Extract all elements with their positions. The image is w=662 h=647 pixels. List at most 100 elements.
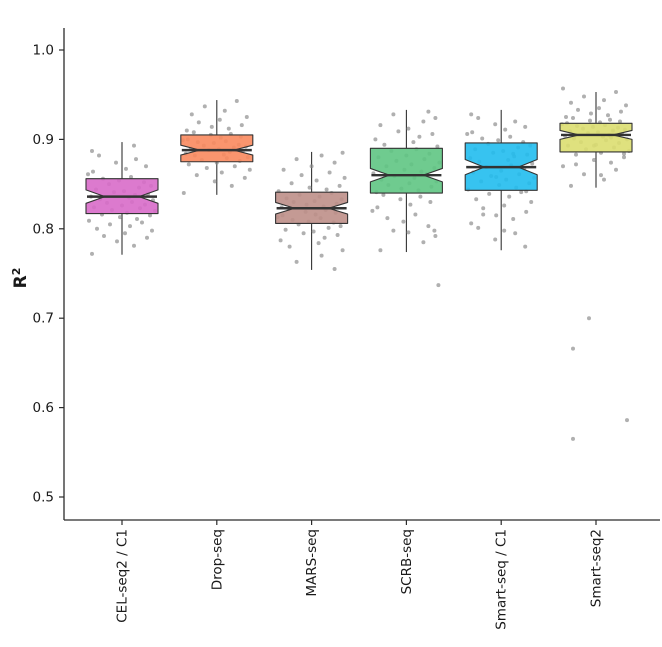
jitter-point xyxy=(307,185,312,190)
jitter-point xyxy=(319,153,324,158)
jitter-point xyxy=(523,244,528,249)
box-scrb-seq xyxy=(369,147,443,194)
jitter-point xyxy=(212,179,217,184)
jitter-point xyxy=(529,199,534,204)
jitter-point xyxy=(589,111,593,116)
jitter-point xyxy=(519,190,524,195)
jitter-point xyxy=(513,231,518,236)
jitter-point xyxy=(102,233,106,238)
jitter-point xyxy=(144,164,148,169)
jitter-point xyxy=(150,228,154,233)
jitter-point xyxy=(381,192,386,197)
jitter-point xyxy=(373,137,378,142)
jitter-point xyxy=(90,251,94,256)
jitter-point xyxy=(408,202,413,207)
jitter-point xyxy=(474,197,479,202)
jitter-point xyxy=(281,167,286,172)
jitter-point xyxy=(181,191,186,196)
jitter-point xyxy=(314,178,319,183)
jitter-point xyxy=(204,166,209,171)
jitter-point xyxy=(219,170,224,175)
jitter-point xyxy=(433,233,438,238)
jitter-point xyxy=(191,130,196,135)
jitter-point xyxy=(129,174,133,179)
jitter-point xyxy=(588,118,592,123)
jitter-point xyxy=(244,115,249,120)
jitter-point xyxy=(465,132,470,137)
jitter-point xyxy=(145,235,149,240)
jitter-point xyxy=(202,104,207,109)
jitter-point xyxy=(476,225,481,230)
jitter-point xyxy=(124,166,128,171)
jitter-point xyxy=(428,199,433,204)
jitter-point xyxy=(370,208,375,213)
x-tick-label: MARS-seq xyxy=(304,529,320,597)
jitter-point xyxy=(433,115,438,120)
jitter-point xyxy=(493,122,498,127)
jitter-point xyxy=(217,117,222,122)
jitter-point xyxy=(322,235,327,240)
jitter-point xyxy=(624,103,628,108)
jitter-point xyxy=(599,173,603,178)
jitter-point xyxy=(561,164,565,169)
jitter-point xyxy=(301,231,306,236)
jitter-point xyxy=(132,243,136,248)
jitter-point xyxy=(311,229,316,234)
jitter-point xyxy=(234,98,239,103)
jitter-point xyxy=(128,224,132,229)
jitter-point xyxy=(148,213,152,218)
jitter-point xyxy=(91,169,95,174)
jitter-point xyxy=(140,220,144,225)
jitter-point xyxy=(411,140,416,145)
jitter-point xyxy=(436,283,441,288)
jitter-point xyxy=(513,119,518,124)
jitter-point xyxy=(494,213,499,218)
jitter-point xyxy=(378,123,383,128)
jitter-point xyxy=(294,259,299,264)
jitter-point xyxy=(469,112,474,117)
jitter-point xyxy=(398,197,403,202)
y-tick-label: 0.5 xyxy=(33,490,54,506)
jitter-point xyxy=(332,267,337,272)
jitter-point xyxy=(574,162,578,167)
jitter-point xyxy=(576,107,580,112)
y-tick-label: 0.8 xyxy=(33,221,54,237)
jitter-point xyxy=(189,112,194,117)
jitter-point xyxy=(247,167,252,172)
jitter-point xyxy=(319,253,324,258)
jitter-point xyxy=(114,160,118,165)
jitter-point xyxy=(481,212,486,217)
jitter-point xyxy=(86,172,90,177)
jitter-point xyxy=(391,228,396,233)
jitter-point xyxy=(118,215,122,220)
jitter-point xyxy=(507,194,512,199)
jitter-point xyxy=(226,126,231,131)
jitter-point xyxy=(503,127,508,132)
jitter-point xyxy=(571,436,575,441)
jitter-point xyxy=(278,238,283,243)
jitter-point xyxy=(587,316,591,321)
jitter-point xyxy=(574,152,578,157)
jitter-point xyxy=(337,183,342,188)
jitter-point xyxy=(481,206,486,211)
jitter-point xyxy=(625,418,629,423)
x-tick-label: CEL-seq2 / C1 xyxy=(115,529,131,623)
jitter-point xyxy=(569,100,573,105)
jitter-point xyxy=(421,119,426,124)
jitter-point xyxy=(196,120,201,125)
jitter-point xyxy=(523,124,528,129)
jitter-point xyxy=(413,212,418,217)
jitter-point xyxy=(406,126,411,131)
jitter-point xyxy=(338,224,343,229)
jitter-point xyxy=(194,173,199,178)
jitter-point xyxy=(340,248,345,253)
jitter-point xyxy=(502,228,507,233)
jitter-point xyxy=(324,187,329,192)
jitter-point xyxy=(123,231,127,236)
jitter-point xyxy=(417,134,422,139)
jitter-point xyxy=(335,233,340,238)
jitter-point xyxy=(618,119,622,124)
y-tick-label: 0.6 xyxy=(33,400,54,416)
